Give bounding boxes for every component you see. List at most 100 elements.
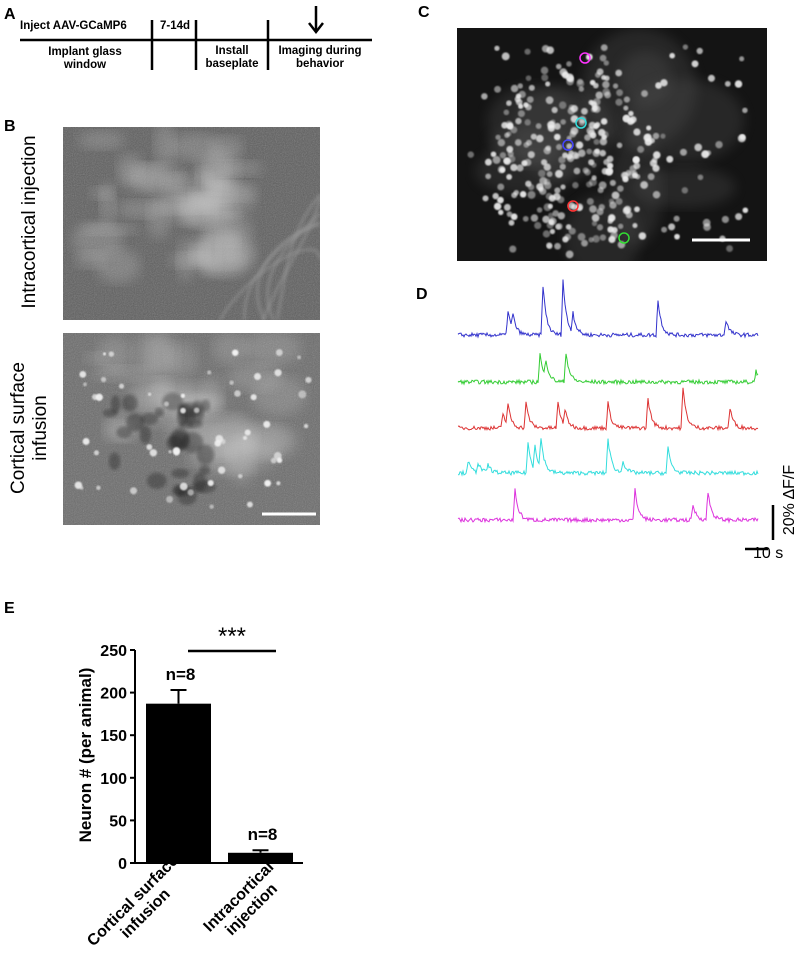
cell	[554, 187, 561, 194]
shadow	[140, 412, 159, 425]
cell	[646, 125, 652, 131]
cell	[633, 128, 641, 136]
cell	[180, 393, 186, 398]
cell	[565, 224, 572, 230]
cell	[604, 75, 610, 81]
cell	[588, 237, 594, 243]
cell	[643, 133, 652, 142]
cell	[244, 429, 251, 436]
cell	[246, 501, 253, 508]
cell	[641, 90, 648, 97]
shadow	[122, 394, 138, 412]
cell	[546, 171, 553, 178]
cell	[640, 181, 649, 189]
y-axis-label: Neuron # (per animal)	[76, 667, 96, 843]
cell	[595, 91, 603, 99]
cell	[102, 352, 106, 356]
image-surface	[63, 333, 320, 525]
cell	[702, 218, 711, 227]
cell	[568, 104, 575, 110]
significance: ***	[218, 623, 246, 650]
cell	[582, 167, 589, 174]
cell	[577, 149, 586, 157]
cell	[558, 156, 566, 164]
scale-bars	[745, 505, 775, 551]
cell	[701, 150, 710, 159]
cell	[207, 479, 214, 487]
cell	[666, 155, 674, 163]
y-tick-label: 150	[100, 728, 127, 745]
glow	[132, 333, 171, 377]
cell	[172, 447, 181, 455]
cell	[509, 245, 517, 253]
cell	[492, 155, 501, 164]
bar	[228, 852, 293, 863]
cell	[485, 173, 492, 180]
cell	[506, 173, 513, 180]
vessel	[243, 220, 320, 320]
shadow	[176, 403, 187, 428]
cell	[623, 105, 629, 111]
cell	[570, 126, 579, 135]
cell	[594, 72, 601, 78]
cell	[599, 137, 608, 146]
vessel	[218, 247, 320, 320]
cell	[506, 131, 512, 137]
cell	[495, 134, 501, 140]
cell	[566, 143, 573, 150]
cell	[503, 203, 511, 211]
cell	[622, 114, 631, 123]
cell	[207, 370, 212, 375]
cell	[588, 159, 595, 166]
cell	[298, 390, 307, 399]
traces	[457, 279, 759, 524]
cell	[673, 215, 680, 222]
cell	[539, 176, 548, 185]
cell	[546, 46, 555, 55]
annotation: n=8	[166, 665, 196, 684]
cell	[593, 98, 601, 106]
glow	[212, 333, 248, 364]
cell	[551, 106, 558, 114]
cell	[594, 148, 600, 155]
cell	[146, 444, 153, 450]
cell	[553, 122, 561, 130]
cell	[528, 183, 535, 191]
cell	[490, 151, 497, 158]
cell	[594, 122, 601, 128]
y-tick-label: 50	[109, 813, 127, 830]
cell	[168, 450, 172, 454]
cell	[166, 495, 174, 503]
cell	[497, 165, 506, 174]
cell	[250, 394, 257, 401]
cell	[597, 187, 604, 194]
cell	[552, 210, 559, 217]
cell	[550, 119, 556, 125]
shadow	[110, 395, 121, 414]
cell	[524, 48, 531, 55]
cell	[193, 407, 200, 413]
glow	[79, 223, 140, 236]
cell	[79, 370, 87, 378]
cell	[742, 107, 748, 114]
cell	[623, 96, 630, 103]
step-text: Inject AAV-GCaMP6	[20, 20, 127, 32]
cell	[620, 171, 628, 179]
cell	[482, 195, 489, 202]
cell	[638, 232, 647, 240]
cell	[555, 223, 561, 230]
shadow	[154, 407, 164, 417]
cell	[576, 78, 584, 85]
cell	[591, 213, 600, 222]
cell	[566, 153, 573, 160]
cell	[655, 82, 662, 89]
cell	[553, 133, 561, 141]
cell	[497, 183, 505, 191]
cell	[601, 134, 607, 140]
cell	[147, 392, 152, 396]
cell	[519, 191, 527, 198]
cell	[603, 60, 610, 66]
cell	[525, 75, 532, 81]
cell	[735, 213, 743, 221]
trace	[457, 387, 759, 432]
